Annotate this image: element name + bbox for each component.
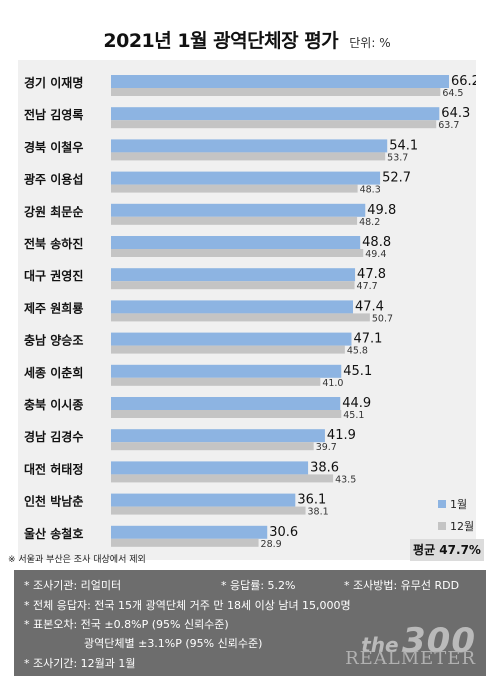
category-label: 전남 김영록 [24, 107, 83, 122]
bar-dec [111, 442, 314, 451]
bar-dec [111, 184, 358, 193]
value-label-jan: 36.1 [297, 493, 326, 508]
info-method: * 조사방법: 유무선 RDD [344, 579, 460, 592]
info-sampling-error: * 표본오차: 전국 ±0.8%P (95% 신뢰수준) [24, 618, 229, 631]
value-label-jan: 66.2 [451, 74, 476, 89]
category-label: 제주 원희룡 [24, 300, 83, 315]
category-label: 충남 양승조 [24, 333, 83, 348]
category-label: 인천 박남춘 [24, 494, 83, 509]
value-label-dec: 47.7 [357, 281, 378, 292]
value-label-jan: 49.8 [367, 203, 396, 218]
value-label-jan: 48.8 [362, 235, 391, 250]
value-label-dec: 53.7 [387, 152, 408, 163]
bar-jan [111, 364, 342, 378]
watermark-the: the [361, 633, 399, 657]
legend-label-dec: 12월 [450, 520, 474, 533]
value-label-dec: 41.0 [322, 378, 343, 389]
category-label: 대구 권영진 [24, 268, 83, 283]
average-box: 평균 47.7% [410, 539, 484, 561]
value-label-jan: 47.8 [357, 267, 386, 282]
survey-info-panel: * 조사기관: 리얼미터 * 응답률: 5.2% * 조사방법: 유무선 RDD… [14, 570, 486, 676]
bar-jan [111, 429, 325, 443]
watermark-brand: REALMETER [345, 648, 476, 669]
category-label: 경북 이철우 [24, 139, 83, 154]
bar-jan [111, 236, 361, 249]
category-label: 세종 이춘희 [24, 365, 83, 380]
value-label-dec: 43.5 [335, 474, 356, 485]
info-response-rate: * 응답률: 5.2% [221, 579, 296, 592]
bar-dec [111, 313, 370, 322]
chart-title: 2021년 1월 광역단체장 평가 [103, 30, 339, 52]
value-label-jan: 47.4 [355, 299, 384, 314]
bar-dec [111, 538, 259, 547]
value-label-dec: 38.1 [308, 507, 329, 518]
legend-swatch-dec [438, 522, 446, 530]
info-period: * 조사기간: 12월과 1월 [24, 657, 136, 670]
value-label-dec: 39.7 [316, 442, 337, 453]
legend-swatch-jan [438, 500, 446, 508]
bar-dec [111, 345, 345, 354]
bar-dec [111, 474, 334, 483]
bar-dec [111, 249, 364, 257]
category-label: 대전 허태정 [24, 461, 83, 476]
bar-jan [111, 268, 356, 282]
category-label: 강원 최문순 [24, 204, 83, 219]
bar-dec [111, 410, 342, 418]
bar-jan [111, 171, 381, 185]
bar-jan [111, 107, 440, 121]
watermark-logo: the 300 REALMETER [345, 624, 476, 668]
category-label: 경남 김경수 [24, 429, 83, 444]
value-label-jan: 64.3 [441, 106, 470, 121]
category-label: 전북 송하진 [24, 236, 83, 251]
value-label-dec: 45.1 [343, 410, 364, 421]
watermark-300: 300 [402, 621, 476, 661]
bar-dec [111, 216, 358, 225]
bar-jan [111, 397, 341, 410]
bar-jan [111, 525, 268, 539]
value-label-jan: 41.9 [327, 428, 356, 443]
value-label-jan: 30.6 [269, 525, 298, 540]
title-row: 2021년 1월 광역단체장 평가 단위: % [0, 26, 494, 56]
value-label-dec: 64.5 [442, 88, 463, 99]
bar-jan [111, 300, 354, 314]
category-label: 경기 이재명 [24, 75, 83, 90]
value-label-jan: 45.1 [343, 364, 372, 379]
bar-jan [111, 75, 449, 88]
bar-dec [111, 88, 441, 96]
bar-jan [111, 493, 296, 507]
value-label-dec: 48.3 [360, 185, 381, 196]
value-label-jan: 44.9 [342, 396, 371, 411]
bar-jan [111, 203, 366, 217]
bar-dec [111, 377, 321, 386]
bar-jan [111, 461, 309, 475]
value-label-dec: 49.4 [365, 249, 386, 260]
value-label-jan: 54.1 [389, 138, 418, 153]
bar-dec [111, 281, 355, 290]
legend-label-jan: 1월 [450, 498, 467, 511]
chart-panel: 경기 이재명 66.2 64.5 전남 김영록 64.3 63.7 경북 이철우 54.1 53… [18, 60, 476, 560]
value-label-jan: 38.6 [310, 460, 339, 475]
bar-dec [111, 152, 386, 161]
chart-unit: 단위: % [349, 36, 391, 50]
category-label: 충북 이시종 [24, 397, 83, 412]
value-label-jan: 47.1 [353, 332, 382, 347]
footnote: ※ 서울과 부산은 조사 대상에서 제외 [8, 555, 146, 565]
info-agency: * 조사기관: 리얼미터 [24, 579, 122, 592]
value-label-dec: 28.9 [261, 539, 282, 550]
value-label-dec: 50.7 [372, 313, 393, 324]
bar-dec [111, 506, 306, 515]
info-sampling-error-regional: 광역단체별 ±3.1%P (95% 신뢰수준) [84, 637, 263, 650]
bar-jan [111, 139, 388, 153]
value-label-dec: 63.7 [438, 120, 459, 131]
value-label-dec: 48.2 [359, 217, 380, 228]
bar-chart: 경기 이재명 66.264.5 전남 김영록 64.363.7 경북 이철우 54.153… [24, 74, 476, 550]
value-label-jan: 52.7 [382, 171, 411, 186]
category-label: 광주 이용섭 [24, 172, 83, 187]
bar-jan [111, 332, 352, 346]
value-label-dec: 45.8 [347, 346, 368, 357]
info-respondents: * 전체 응답자: 전국 15개 광역단체 거주 만 18세 이상 남녀 15,… [24, 599, 351, 612]
bar-dec [111, 120, 437, 129]
category-label: 울산 송철호 [24, 526, 83, 541]
